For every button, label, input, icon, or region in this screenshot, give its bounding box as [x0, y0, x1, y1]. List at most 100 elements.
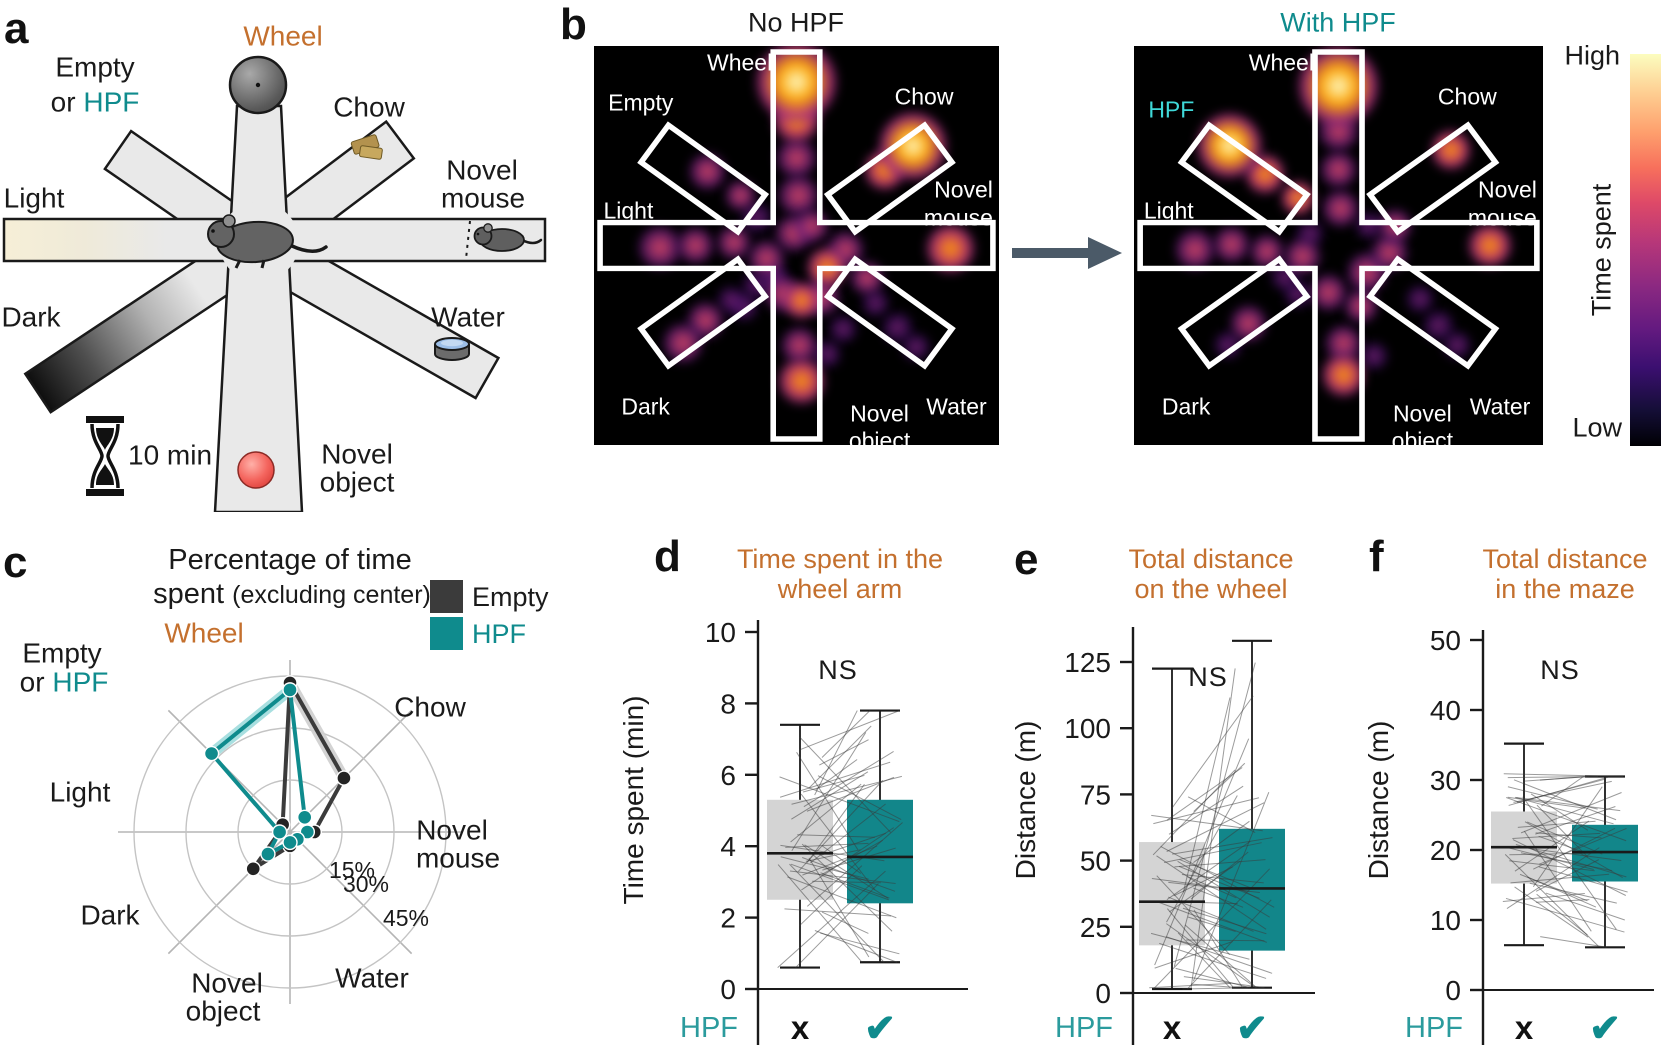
paired-line [820, 872, 890, 899]
radar-label-water: Water [335, 962, 409, 994]
chow-icon [350, 134, 383, 160]
or-text: or [19, 666, 53, 698]
paired-line [1181, 873, 1264, 884]
heat-blob-hot [782, 281, 821, 319]
paired-line [1153, 797, 1260, 825]
paired-line [799, 865, 863, 926]
panel-a-letter: a [4, 4, 29, 53]
paired-line [1506, 797, 1627, 842]
maze-outline [1137, 49, 1540, 442]
heat-blob-hot [1468, 223, 1512, 268]
heat-blob-peak [878, 111, 948, 180]
paired-line [791, 775, 903, 805]
hpf-row-label: HPF [1405, 1012, 1463, 1044]
paired-line [1171, 695, 1254, 809]
paired-line [1154, 738, 1250, 966]
heatmap-with-hpf: Wheel HPF Chow Light Novel mouse Dark Water Nove… [1134, 46, 1543, 445]
heat-label-wheel: Wheel [1248, 49, 1314, 76]
heatmap-no-hpf: Wheel Empty Chow Light Novel mouse Dark Water No… [594, 46, 999, 445]
paired-line [1504, 846, 1594, 871]
paired-line [779, 776, 900, 823]
radar-ring-label: 15% [329, 857, 375, 883]
y-axis-label: Distance (m) [1010, 721, 1041, 880]
heat-label-novel_object_2: object [1391, 427, 1454, 446]
radar-label-light: Light [49, 776, 111, 808]
no-hpf-mark: x [1163, 1009, 1182, 1046]
mouse-icon [207, 214, 328, 269]
paired-line [1514, 886, 1589, 938]
maze-label-novel-mouse-2: mouse [440, 182, 526, 214]
heat-blob-warm [794, 208, 829, 243]
no-hpf-mark: x [791, 1009, 810, 1046]
heat-label-novel_object_1: Novel [850, 400, 909, 427]
paired-line [1182, 697, 1231, 893]
paired-line [1182, 907, 1267, 935]
hpf-row-label: HPF [1055, 1012, 1113, 1044]
paired-line [1536, 804, 1589, 858]
paired-line [790, 863, 889, 901]
paired-line [797, 834, 876, 838]
legend-label-hpf: HPF [472, 618, 526, 649]
arrow-icon [1012, 237, 1122, 269]
paired-line [1506, 847, 1600, 910]
paired-line [1516, 778, 1605, 804]
hpf-check-mark: ✔ [864, 1008, 896, 1050]
paired-line [1503, 773, 1624, 777]
y-tick-label: 75 [1080, 779, 1111, 810]
heat-blob-warm [1319, 151, 1358, 189]
paired-line [821, 911, 869, 934]
heat-blob-peak [1298, 46, 1379, 127]
heat-label-wheel: Wheel [706, 49, 773, 76]
colorbar [1630, 54, 1661, 446]
paired-line [799, 737, 892, 833]
paired-line [1186, 939, 1265, 942]
chart-title-line1: Total distance [1128, 544, 1293, 574]
boxplot-wheel-arm-time: Time spent in the wheel arm Time spent (mi… [610, 515, 980, 1056]
paired-line [1538, 835, 1583, 852]
paired-line [777, 870, 886, 968]
paired-line [1505, 897, 1625, 933]
radar-chart: 15%30% 45% [118, 660, 462, 1004]
paired-line [785, 842, 869, 848]
paired-line [789, 870, 896, 884]
heat-label-light: Light [1143, 197, 1194, 224]
paired-line [1159, 942, 1267, 979]
radar-point-hpf [297, 809, 313, 825]
hpf-check-mark: ✔ [1589, 1008, 1621, 1050]
or-text: or [50, 86, 84, 118]
wheel-icon [228, 55, 288, 115]
y-axis-label: Time spent (min) [618, 695, 649, 904]
heat-blob-peak [756, 46, 837, 123]
maze-label-wheel: Wheel [243, 20, 323, 52]
paired-line [808, 857, 870, 958]
heat-label-novel_object_1: Novel [1392, 400, 1452, 427]
paired-line [1156, 875, 1231, 956]
maze-label-or-hpf: or HPF [51, 87, 140, 116]
water-dish-icon [434, 337, 470, 361]
radar-label-novel-mouse-1: Novel [416, 814, 488, 846]
heat-blob-warm [1321, 189, 1360, 228]
y-tick-label: 10 [1430, 905, 1461, 936]
paired-line [780, 856, 869, 880]
paired-line [1184, 924, 1257, 989]
y-tick-label: 4 [720, 831, 736, 862]
heat-label-upper_left: HPF [1148, 96, 1195, 123]
paired-line [1517, 820, 1596, 828]
heat-label-chow: Chow [894, 83, 954, 110]
heat-label-chow: Chow [1437, 83, 1497, 110]
paired-line [814, 930, 898, 963]
paired-line [1527, 876, 1597, 908]
paired-line [790, 783, 862, 843]
heat-label-novel_object_2: object [848, 427, 911, 446]
heatmap-title-with-hpf: With HPF [1280, 7, 1396, 38]
y-tick-label: 125 [1064, 647, 1111, 678]
radar-point-hpf [203, 745, 220, 762]
panel-d-letter: d [654, 532, 681, 581]
paired-line [1193, 820, 1250, 863]
paired-line [1166, 923, 1257, 989]
paired-line [1522, 796, 1617, 930]
ns-annotation: NS [1188, 662, 1228, 692]
maze-label-light: Light [3, 182, 65, 214]
